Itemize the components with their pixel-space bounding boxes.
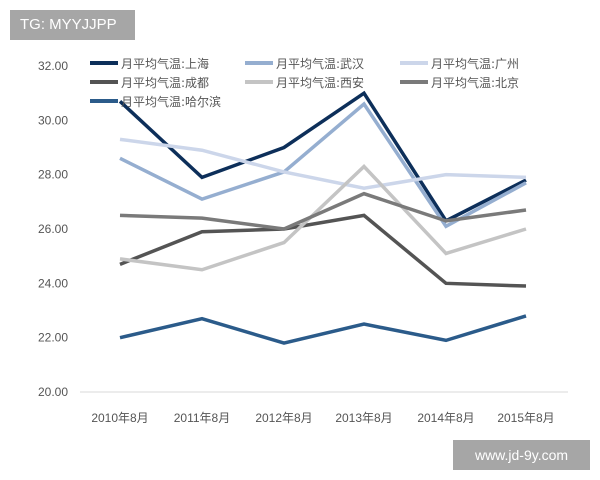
- watermark-top-left: TG: MYYJJPP: [10, 10, 135, 40]
- legend-item: 月平均气温:哈尔滨: [90, 94, 221, 109]
- legend-label: 月平均气温:哈尔滨: [121, 94, 221, 109]
- series-line-6: [119, 314, 527, 345]
- legend-item: 月平均气温:北京: [400, 75, 519, 90]
- series-line-3: [119, 213, 527, 288]
- series-line-5: [119, 191, 527, 231]
- y-tick-label: 24.00: [38, 276, 68, 290]
- x-tick-label: 2013年8月: [335, 411, 392, 425]
- series-line-4: [119, 164, 527, 272]
- y-tick-label: 22.00: [38, 331, 68, 345]
- y-tick-label: 26.00: [38, 222, 68, 236]
- legend-item: 月平均气温:成都: [90, 75, 209, 90]
- legend-item: 月平均气温:上海: [90, 56, 209, 71]
- legend-item: 月平均气温:西安: [245, 75, 364, 90]
- series-line-2: [119, 137, 527, 191]
- legend-label: 月平均气温:西安: [276, 75, 364, 90]
- x-axis: 2010年8月 2011年8月 2012年8月 2013年8月 2014年8月 2015年…: [80, 391, 568, 425]
- legend-item: 月平均气温:广州: [400, 56, 519, 71]
- x-tick-label: 2012年8月: [255, 411, 312, 425]
- legend-label: 月平均气温:武汉: [276, 56, 364, 71]
- x-tick-label: 2011年8月: [174, 411, 230, 425]
- watermark-bottom-right: www.jd-9y.com: [453, 440, 590, 470]
- legend-label: 月平均气温:上海: [121, 56, 209, 71]
- legend-label: 月平均气温:广州: [431, 56, 519, 71]
- y-tick-label: 30.00: [38, 113, 68, 127]
- x-tick-label: 2010年8月: [91, 411, 148, 425]
- legend-item: 月平均气温:武汉: [245, 56, 364, 71]
- y-tick-label: 20.00: [38, 385, 68, 399]
- legend-label: 月平均气温:成都: [121, 75, 209, 90]
- series-lines: [118, 90, 527, 345]
- legend-label: 月平均气温:北京: [431, 75, 519, 90]
- y-axis: 20.00 22.00 24.00 26.00 28.00 30.00 32.00: [38, 59, 68, 399]
- x-tick-label: 2014年8月: [417, 411, 474, 425]
- y-tick-label: 28.00: [38, 168, 68, 182]
- y-tick-label: 32.00: [38, 59, 68, 73]
- x-tick-label: 2015年8月: [497, 411, 554, 425]
- series-line-0: [118, 90, 527, 224]
